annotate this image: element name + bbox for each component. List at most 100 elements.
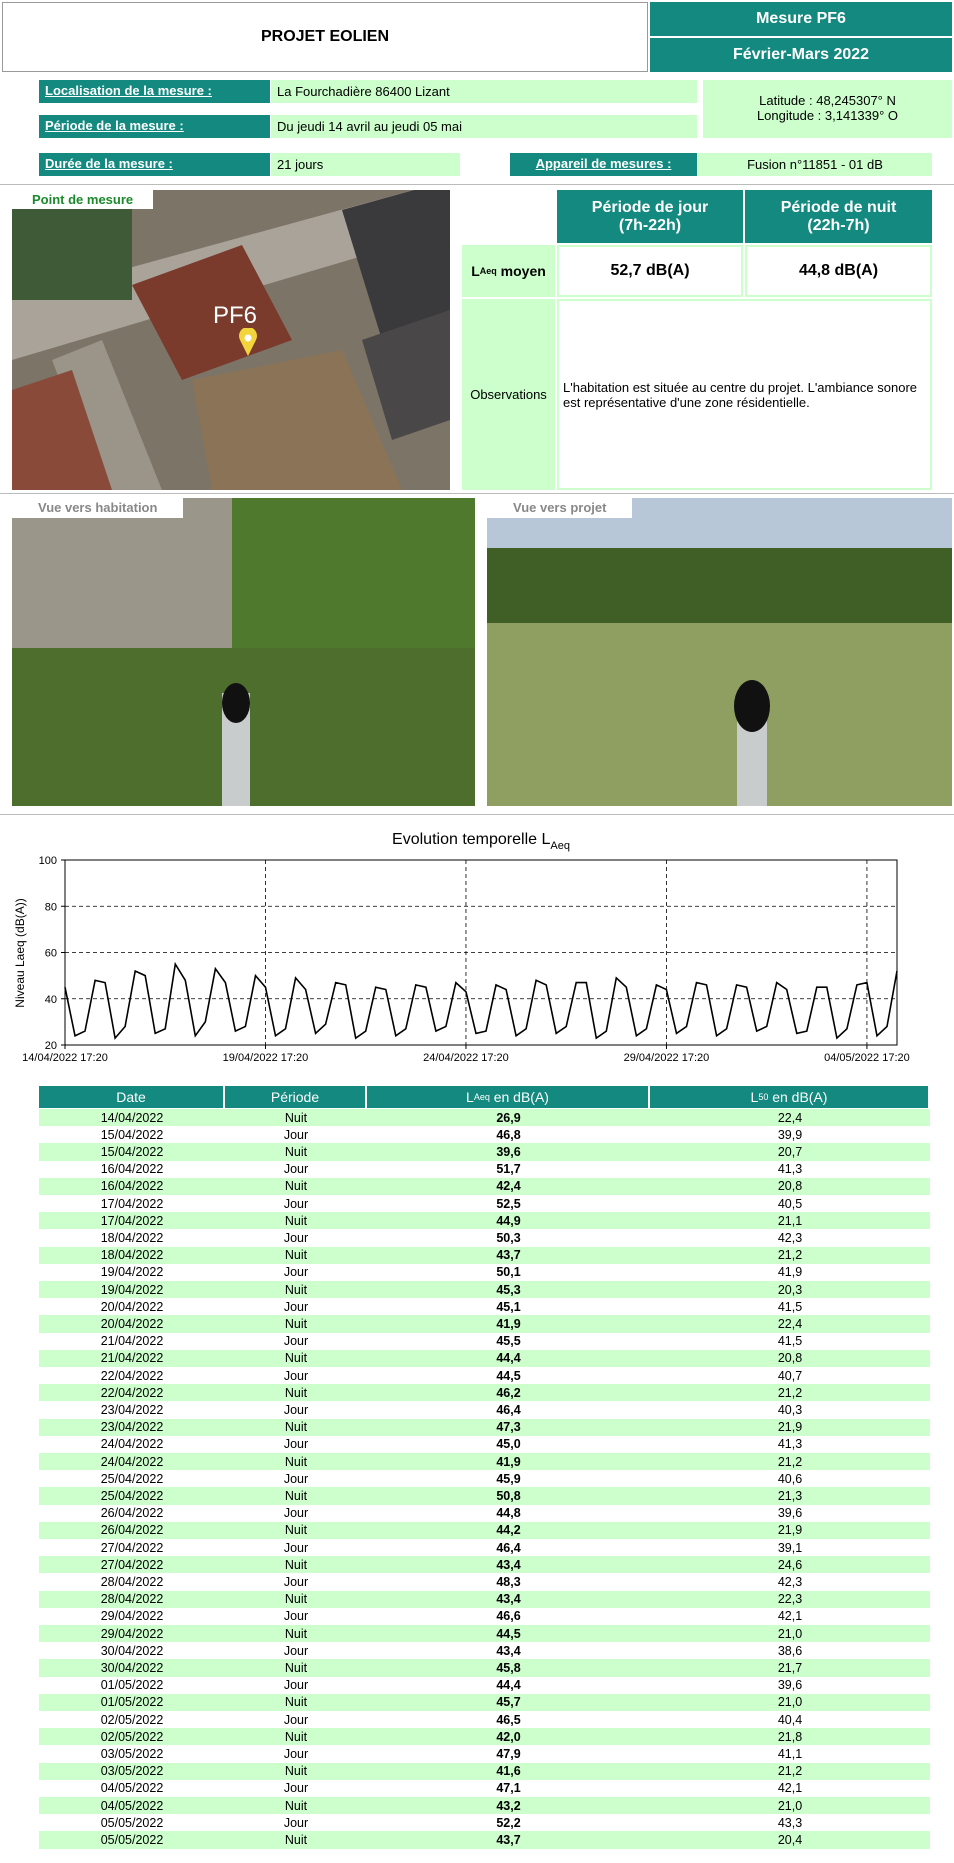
- map-image: [12, 190, 450, 490]
- table-cell: 22,4: [650, 1109, 930, 1126]
- table-cell: Nuit: [225, 1728, 367, 1745]
- chart-title-sub: Aeq: [550, 840, 570, 852]
- night-value: 44,8 dB(A): [745, 245, 932, 297]
- header-sub: Aeq: [474, 1092, 490, 1102]
- table-cell: 18/04/2022: [39, 1247, 225, 1264]
- table-cell: 45,8: [367, 1659, 650, 1676]
- table-cell: 47,1: [367, 1780, 650, 1797]
- table-cell: 42,1: [650, 1608, 930, 1625]
- table-cell: 43,7: [367, 1831, 650, 1848]
- table-cell: 42,4: [367, 1178, 650, 1195]
- table-row: 22/04/2022Jour44,540,7: [39, 1367, 930, 1384]
- table-cell: 40,7: [650, 1367, 930, 1384]
- table-cell: 19/04/2022: [39, 1264, 225, 1281]
- table-cell: 26/04/2022: [39, 1522, 225, 1539]
- table-row: 05/05/2022Nuit43,720,4: [39, 1831, 930, 1848]
- table-cell: 25/04/2022: [39, 1470, 225, 1487]
- table-cell: 52,2: [367, 1814, 650, 1831]
- table-cell: 20,3: [650, 1281, 930, 1298]
- table-cell: 39,6: [650, 1505, 930, 1522]
- y-tick-label: 100: [39, 855, 57, 867]
- location-label: Localisation de la mesure :: [39, 80, 270, 103]
- map-pin: [238, 328, 258, 358]
- table-cell: Jour: [225, 1126, 367, 1143]
- table-cell: 21,3: [650, 1487, 930, 1504]
- table-cell: 28/04/2022: [39, 1573, 225, 1590]
- table-cell: Jour: [225, 1573, 367, 1590]
- separator: [0, 184, 954, 185]
- table-cell: 52,5: [367, 1195, 650, 1212]
- table-cell: 41,9: [367, 1453, 650, 1470]
- separator: [0, 493, 954, 494]
- table-cell: Nuit: [225, 1625, 367, 1642]
- table-cell: Nuit: [225, 1143, 367, 1160]
- device: Fusion n°11851 - 01 dB: [698, 153, 932, 176]
- table-cell: 43,3: [650, 1814, 930, 1831]
- measure-season: Février-Mars 2022: [650, 38, 952, 72]
- table-cell: Nuit: [225, 1763, 367, 1780]
- table-cell: 43,4: [367, 1591, 650, 1608]
- chart-title-main: Evolution temporelle L: [392, 831, 550, 848]
- header-sub: 50: [758, 1092, 768, 1102]
- y-axis-label: Niveau Laeq (dB(A)): [13, 898, 27, 1007]
- table-cell: 03/05/2022: [39, 1763, 225, 1780]
- table-cell: 44,5: [367, 1625, 650, 1642]
- table-row: 24/04/2022Nuit41,921,2: [39, 1453, 930, 1470]
- table-cell: 44,4: [367, 1350, 650, 1367]
- table-cell: 16/04/2022: [39, 1178, 225, 1195]
- y-tick-label: 20: [45, 1040, 57, 1052]
- latitude: Latitude : 48,245307° N: [703, 93, 952, 108]
- table-cell: 21,2: [650, 1247, 930, 1264]
- table-cell: 46,4: [367, 1539, 650, 1556]
- table-cell: Nuit: [225, 1522, 367, 1539]
- table-cell: 20,8: [650, 1178, 930, 1195]
- table-row: 25/04/2022Nuit50,821,3: [39, 1487, 930, 1504]
- location: La Fourchadière 86400 Lizant: [271, 80, 697, 103]
- table-cell: Jour: [225, 1539, 367, 1556]
- table-cell: Jour: [225, 1298, 367, 1315]
- table-cell: 18/04/2022: [39, 1229, 225, 1246]
- table-cell: 40,5: [650, 1195, 930, 1212]
- table-cell: 17/04/2022: [39, 1212, 225, 1229]
- table-cell: 43,2: [367, 1797, 650, 1814]
- table-row: 20/04/2022Nuit41,922,4: [39, 1315, 930, 1332]
- table-cell: 48,3: [367, 1573, 650, 1590]
- table-cell: Nuit: [225, 1315, 367, 1332]
- table-row: 27/04/2022Nuit43,424,6: [39, 1556, 930, 1573]
- y-tick-label: 80: [45, 901, 57, 913]
- day-header: Période de jour (7h-22h): [557, 190, 743, 243]
- header-cell: Date: [39, 1086, 223, 1108]
- table-row: 26/04/2022Nuit44,221,9: [39, 1522, 930, 1539]
- table-cell: Jour: [225, 1711, 367, 1728]
- table-cell: Nuit: [225, 1419, 367, 1436]
- header-main: L: [466, 1089, 474, 1105]
- table-cell: Nuit: [225, 1831, 367, 1848]
- table-cell: Jour: [225, 1367, 367, 1384]
- table-cell: Nuit: [225, 1247, 367, 1264]
- y-tick-label: 40: [45, 994, 57, 1006]
- photo-project: Vue vers projet: [487, 498, 952, 806]
- table-cell: 22,3: [650, 1591, 930, 1608]
- table-cell: 21,0: [650, 1797, 930, 1814]
- laeq-sub: Aeq: [480, 266, 497, 276]
- table-cell: 46,4: [367, 1401, 650, 1418]
- table-cell: Jour: [225, 1780, 367, 1797]
- table-row: 05/05/2022Jour52,243,3: [39, 1814, 930, 1831]
- x-tick-label: 04/05/2022 17:20: [824, 1052, 910, 1064]
- laeq-main: L: [471, 263, 480, 279]
- table-cell: 29/04/2022: [39, 1608, 225, 1625]
- table-cell: Jour: [225, 1677, 367, 1694]
- table-cell: 39,1: [650, 1539, 930, 1556]
- table-cell: Jour: [225, 1642, 367, 1659]
